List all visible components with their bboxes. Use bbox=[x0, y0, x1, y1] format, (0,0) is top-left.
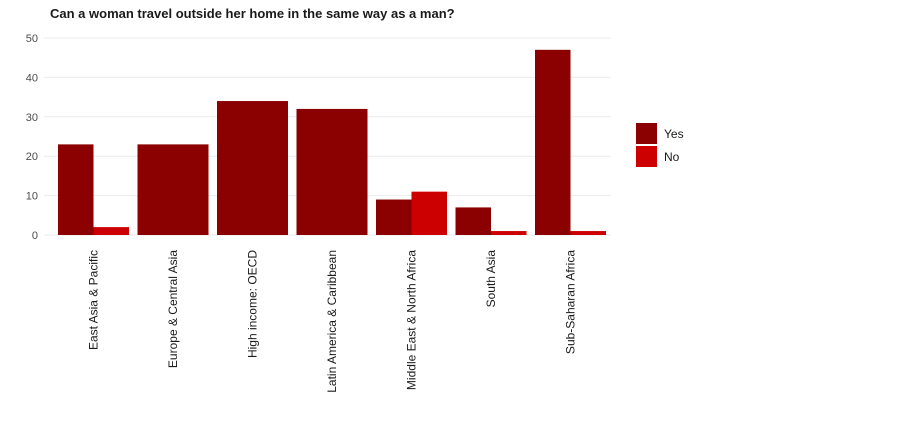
bar-yes bbox=[455, 207, 491, 235]
bars bbox=[58, 49, 606, 235]
y-tick-label: 20 bbox=[26, 151, 38, 163]
y-tick-label: 10 bbox=[26, 191, 38, 203]
bar-yes bbox=[58, 144, 94, 235]
legend-label-yes: Yes bbox=[664, 127, 684, 141]
x-tick-label: East Asia & Pacific bbox=[87, 250, 101, 350]
bar-yes bbox=[296, 108, 368, 235]
legend: Yes No bbox=[636, 123, 684, 167]
bar-no bbox=[491, 231, 527, 235]
y-tick-label: 50 bbox=[26, 33, 38, 45]
bar-yes bbox=[535, 49, 571, 235]
y-tick-label: 40 bbox=[26, 72, 38, 84]
x-tick-label: Sub-Saharan Africa bbox=[564, 250, 578, 354]
y-tick-label: 0 bbox=[32, 230, 38, 242]
x-tick-label: High income: OECD bbox=[246, 250, 260, 358]
bar-no bbox=[93, 227, 129, 235]
legend-label-no: No bbox=[664, 150, 680, 164]
chart-title: Can a woman travel outside her home in t… bbox=[50, 6, 455, 21]
x-tick-label: South Asia bbox=[484, 250, 498, 308]
x-axis: East Asia & Pacific Europe & Central Asia… bbox=[87, 250, 578, 393]
bar-no bbox=[411, 191, 447, 235]
legend-swatch-no bbox=[636, 146, 657, 167]
x-tick-label: Middle East & North Africa bbox=[405, 250, 419, 390]
bar-yes bbox=[217, 101, 288, 235]
y-tick-label: 30 bbox=[26, 112, 38, 124]
legend-swatch-yes bbox=[636, 123, 657, 144]
bar-yes bbox=[376, 199, 412, 235]
x-tick-label: Europe & Central Asia bbox=[166, 250, 180, 368]
x-tick-label: Latin America & Caribbean bbox=[325, 250, 339, 393]
bar-no bbox=[570, 231, 606, 235]
y-axis: 0 10 20 30 40 50 bbox=[26, 33, 38, 242]
bar-yes bbox=[137, 144, 209, 235]
